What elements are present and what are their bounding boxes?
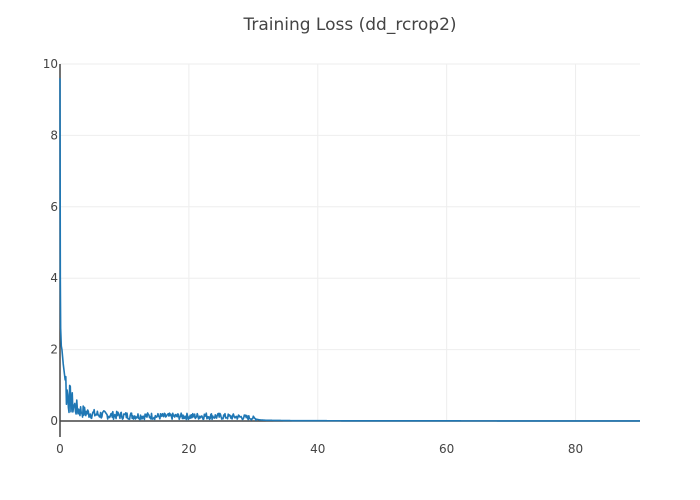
x-tick-label: 20 [181,442,196,456]
x-tick-label: 0 [56,442,64,456]
axes [59,64,640,437]
y-tick-label: 2 [50,343,58,357]
tick-labels: 0 2 4 6 8 10 0 20 40 60 80 [43,57,583,456]
y-tick-label: 6 [50,200,58,214]
x-tick-label: 60 [439,442,454,456]
x-tick-label: 40 [310,442,325,456]
y-tick-label: 10 [43,57,58,71]
y-tick-label: 8 [50,128,58,142]
series-line [59,78,641,422]
y-tick-label: 0 [50,414,58,428]
grid-lines [60,63,640,421]
series-layer [59,78,641,422]
chart-title: Training Loss (dd_rcrop2) [242,15,456,35]
x-tick-label: 80 [568,442,583,456]
y-tick-label: 4 [50,271,58,285]
